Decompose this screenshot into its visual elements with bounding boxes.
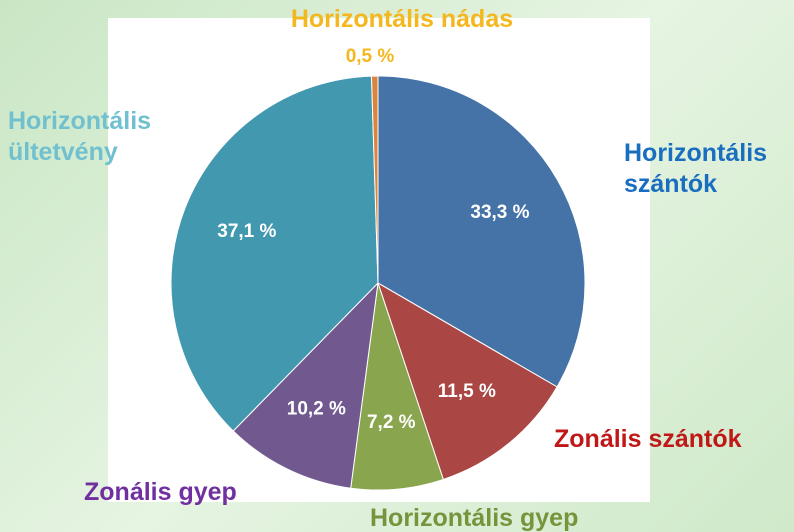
value-label: 11,5 % [438,381,496,402]
category-label: Zonális szántók [554,425,742,453]
pie-slice [170,75,379,432]
pie-slice [370,75,379,284]
category-label: Horizontális ültetvény [8,107,152,166]
value-label: 33,3 % [470,202,529,223]
category-label: Horizontális nádas [290,5,514,33]
value-label: 10,2 % [287,399,346,420]
category-label: Zonális gyep [84,478,237,506]
category-label: Horizontális szántók [624,139,768,198]
pie-slice [232,281,379,489]
pie-slice [377,75,586,388]
pie-slice [377,281,558,481]
value-label: 7,2 % [367,412,416,433]
value-label: 37,1 % [217,221,276,242]
value-label: 0,5 % [346,46,395,67]
category-label: Horizontális gyep [370,504,579,532]
